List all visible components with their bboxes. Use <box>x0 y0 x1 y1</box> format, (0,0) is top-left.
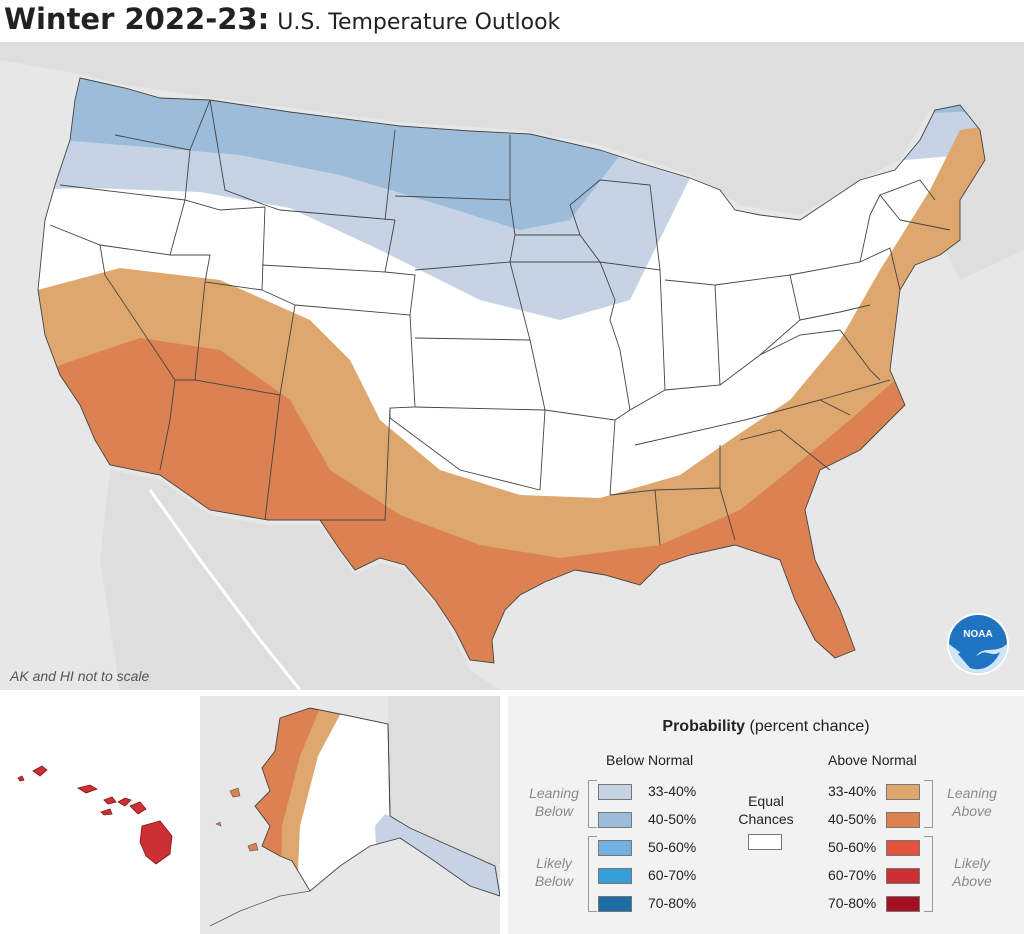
title-subtitle: U.S. Temperature Outlook <box>277 10 561 35</box>
canada-landmass <box>0 42 1024 280</box>
above-label-1: 33-40% <box>828 783 877 799</box>
below-swatch-3 <box>598 840 632 856</box>
below-swatch-2 <box>598 812 632 828</box>
above-swatch-4 <box>886 868 920 884</box>
below-label-3: 50-60% <box>648 839 697 855</box>
title-main: Winter 2022-23: <box>4 2 270 36</box>
alaska-islands-west <box>215 787 259 852</box>
hawaii-inset <box>0 696 192 934</box>
hawaii-islands <box>17 765 173 865</box>
below-label-2: 40-50% <box>648 811 697 827</box>
noaa-logo-icon: NOAA <box>947 613 1009 675</box>
leaning-above-label: Leaning Above <box>947 785 997 819</box>
hawaii-map-svg <box>17 765 173 865</box>
above-label-2: 40-50% <box>828 811 877 827</box>
below-swatch-5 <box>598 896 632 912</box>
gulf-of-california <box>148 489 302 690</box>
above-swatch-2 <box>886 812 920 828</box>
above-label-4: 60-70% <box>828 867 877 883</box>
below-label-4: 60-70% <box>648 867 697 883</box>
likely-below-label: Likely Below <box>534 855 574 889</box>
noaa-logo: NOAA <box>946 612 1010 676</box>
below-label-5: 70-80% <box>648 895 697 911</box>
above-swatch-3 <box>886 840 920 856</box>
above-label-5: 70-80% <box>828 895 877 911</box>
above-swatch-1 <box>886 784 920 800</box>
conus-map-svg <box>0 42 1024 690</box>
below-normal-header: Below Normal <box>606 752 694 768</box>
scale-note: AK and HI not to scale <box>10 668 150 684</box>
legend-title: Probability (percent chance) <box>508 718 1024 736</box>
alaska-map-svg <box>209 696 500 927</box>
above-normal-header: Above Normal <box>828 752 917 768</box>
equal-chances-label: Equal Chances <box>738 793 794 827</box>
state-borders <box>37 77 986 664</box>
alaska-inset <box>200 696 500 934</box>
above-label-3: 50-60% <box>828 839 877 855</box>
canada-yukon <box>388 696 500 876</box>
below-swatch-4 <box>598 868 632 884</box>
leaning-above-bracket <box>924 780 933 828</box>
likely-above-label: Likely Above <box>952 855 992 889</box>
below-label-1: 33-40% <box>648 783 697 799</box>
legend-title-bold: Probability <box>662 718 746 735</box>
map-title: Winter 2022-23: U.S. Temperature Outlook <box>4 2 560 42</box>
legend: Probability (percent chance) Below Norma… <box>508 696 1024 934</box>
svg-text:NOAA: NOAA <box>963 629 992 640</box>
likely-below-bracket <box>588 836 597 912</box>
above-swatch-5 <box>886 896 920 912</box>
mexico-landmass <box>100 470 500 690</box>
leaning-below-bracket <box>588 780 597 828</box>
swatch-equal-chances <box>748 834 782 850</box>
likely-above-bracket <box>924 836 933 912</box>
leaning-below-label: Leaning Below <box>529 785 579 819</box>
legend-title-rest: (percent chance) <box>749 718 870 735</box>
aleutian-chain <box>209 890 311 927</box>
below-swatch-1 <box>598 784 632 800</box>
conus-map: NOAA AK and HI not to scale <box>0 42 1024 690</box>
